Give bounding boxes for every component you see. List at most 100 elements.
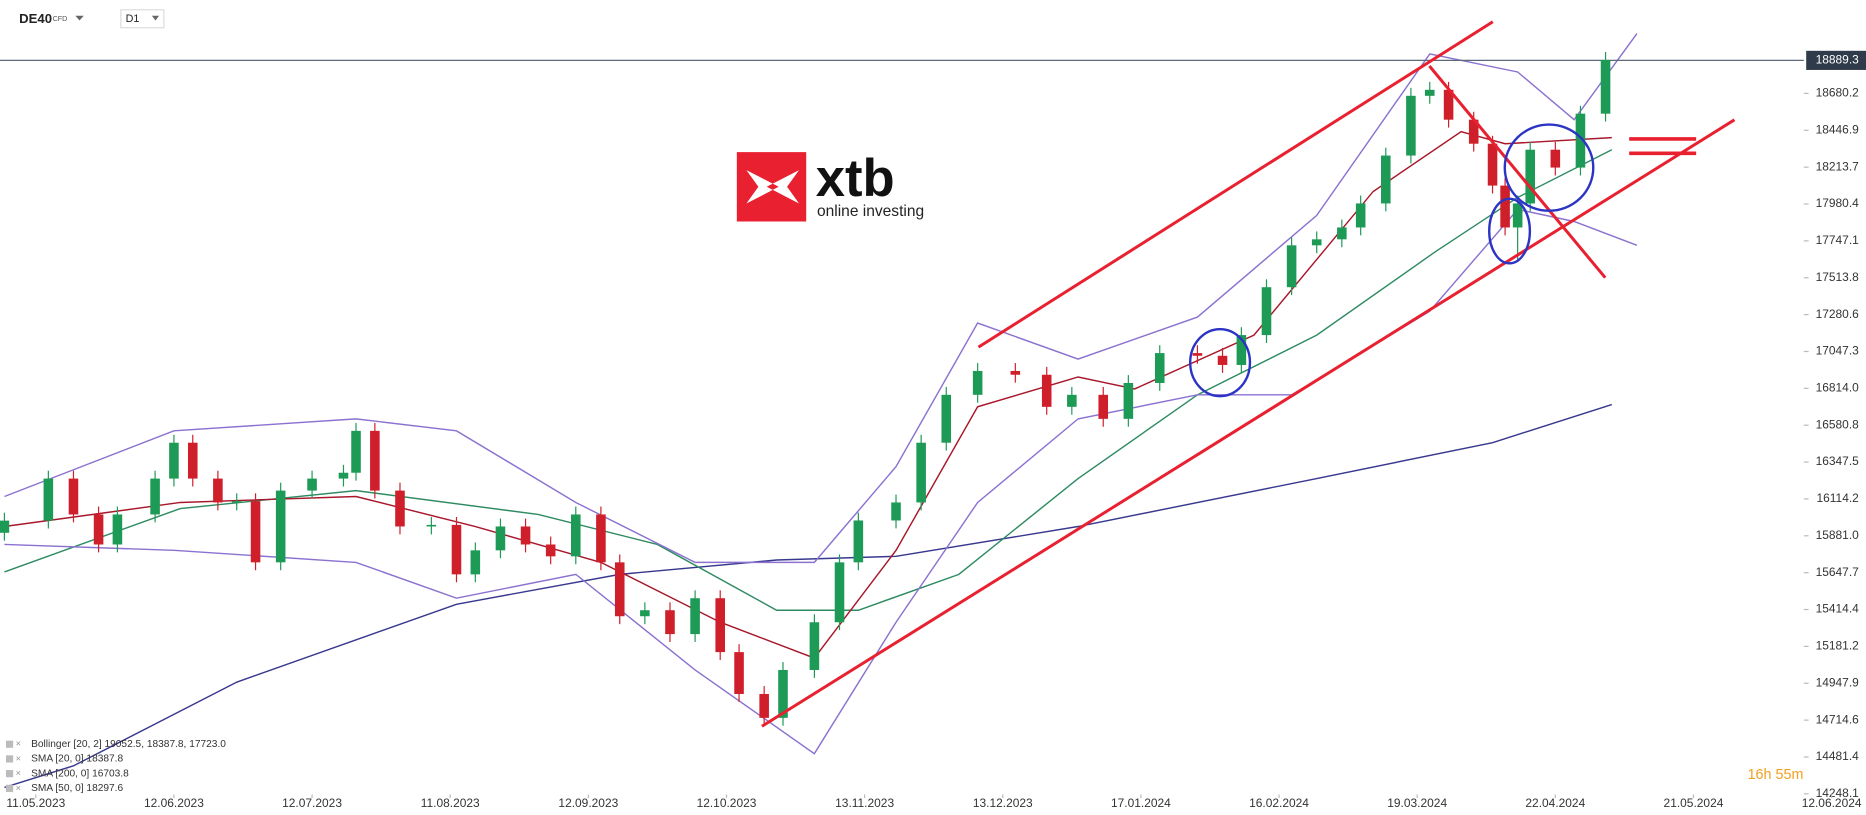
legend-close[interactable]: ×	[16, 783, 22, 794]
candle-body	[1381, 155, 1391, 204]
y-tick-label: 15881.0	[1816, 528, 1860, 542]
candle-body	[640, 610, 650, 617]
x-tick-label: 11.08.2023	[421, 796, 480, 810]
candle-body	[891, 502, 901, 521]
y-tick-label: 16814.0	[1816, 381, 1860, 395]
y-tick-label: 16580.8	[1816, 417, 1860, 431]
header: DE40 CFD D1	[19, 9, 165, 29]
candle-body	[1067, 394, 1077, 407]
candle-body	[809, 622, 820, 670]
x-tick-label: 12.07.2023	[282, 796, 342, 810]
candle-body	[275, 490, 286, 563]
candle-body	[853, 520, 864, 563]
legend-icon	[5, 740, 14, 748]
symbol[interactable]: DE40	[19, 11, 52, 26]
y-tick-label: 17280.6	[1816, 307, 1860, 321]
x-tick-label: 17.01.2024	[1111, 796, 1171, 810]
candle-body	[93, 514, 104, 545]
candle-body	[1286, 245, 1297, 288]
logo-mark	[736, 152, 807, 222]
plot: 18680.2 18446.9 18213.7 17980.4 17747.1 17513…	[0, 33, 1866, 810]
legend-entry: SMA [50, 0] 18297.6	[31, 783, 123, 794]
y-tick-label: 15414.4	[1816, 602, 1860, 616]
interval-dropdown	[151, 15, 160, 21]
candle-body	[1424, 89, 1435, 96]
highlight-circle	[1488, 197, 1532, 265]
candle-body	[614, 562, 625, 617]
candle-body	[665, 610, 675, 635]
x-tick-label: 16.02.2024	[1249, 796, 1309, 810]
indicator-line	[4, 33, 1638, 564]
x-tick-label: 12.09.2023	[558, 796, 618, 810]
y-tick-label: 17747.1	[1816, 233, 1860, 247]
countdown: 16h 55m	[1748, 767, 1804, 783]
indicator-line	[4, 403, 1613, 789]
candle-body	[1123, 382, 1134, 419]
logo-x	[746, 170, 800, 204]
y-tick-label: 17980.4	[1816, 196, 1860, 210]
indicator-line	[4, 208, 1638, 755]
annotations	[761, 20, 1736, 728]
y-tick-label: 18680.2	[1816, 86, 1860, 100]
downtrend-line	[1428, 65, 1607, 279]
legend-entry: Bollinger [20, 2] 19052.5, 18387.8, 1772…	[31, 739, 226, 750]
candle-body	[1575, 113, 1586, 168]
interval-box[interactable]	[120, 9, 165, 29]
legend-entry: SMA [20, 0] 18387.8	[31, 754, 123, 765]
last-price-box	[1806, 50, 1866, 70]
indicator-line	[4, 149, 1613, 611]
y-tick-label: 17513.8	[1816, 270, 1860, 284]
candle-body	[1154, 353, 1165, 383]
channel-upper	[977, 20, 1494, 349]
candle-body	[1443, 89, 1454, 120]
candle-body	[520, 526, 531, 545]
logo-name: xtb	[816, 149, 895, 208]
legend-close[interactable]: ×	[16, 753, 22, 764]
candle-body	[1487, 143, 1498, 186]
interval[interactable]: D1	[126, 13, 140, 25]
y-tick-label: 14714.6	[1816, 712, 1860, 726]
candle-body	[1550, 149, 1561, 168]
candle-body	[0, 520, 10, 533]
candle-body	[916, 442, 926, 503]
x-tick-label: 21.05.2024	[1664, 796, 1724, 810]
candle-body	[43, 478, 54, 521]
candle-body	[451, 524, 462, 575]
candle-body	[545, 544, 556, 557]
symbol-dropdown[interactable]	[75, 15, 84, 21]
candle-body	[112, 514, 123, 545]
candle-body	[470, 550, 481, 575]
x-tick-label: 12.10.2023	[697, 796, 757, 810]
candle-body	[1311, 239, 1322, 246]
candle-body	[941, 394, 952, 443]
y-tick-label: 14947.9	[1816, 675, 1860, 689]
candle-body	[1192, 353, 1203, 356]
y-tick-label: 15181.2	[1816, 639, 1860, 653]
logo: xtb online investing	[736, 149, 924, 222]
candle-body	[395, 490, 405, 527]
y-tick-label: 14248.1	[1816, 786, 1860, 800]
legend-close[interactable]: ×	[16, 739, 22, 750]
indicator-line	[4, 130, 1612, 659]
logo-tagline: online investing	[817, 203, 924, 220]
y-tick-label: 15647.7	[1816, 565, 1860, 579]
x-tick-label: 13.11.2023	[835, 796, 894, 810]
candle-body	[351, 430, 361, 473]
candle-body	[1261, 287, 1272, 336]
candle-body	[1406, 95, 1416, 156]
candle-body	[1010, 370, 1021, 375]
candle-body	[690, 598, 700, 635]
candle-body	[1236, 335, 1247, 365]
candle-body	[68, 478, 79, 515]
candle-body	[759, 693, 769, 718]
candle-body	[338, 472, 349, 479]
x-tick-label: 11.05.2023	[6, 796, 65, 810]
highlight-circle	[1503, 123, 1595, 212]
candle-body	[495, 526, 506, 551]
legend-close[interactable]: ×	[16, 768, 22, 779]
candle-body	[307, 478, 317, 491]
candle-body	[972, 370, 983, 395]
candle-body	[1600, 59, 1611, 114]
y-tick-label: 16114.2	[1816, 491, 1859, 505]
